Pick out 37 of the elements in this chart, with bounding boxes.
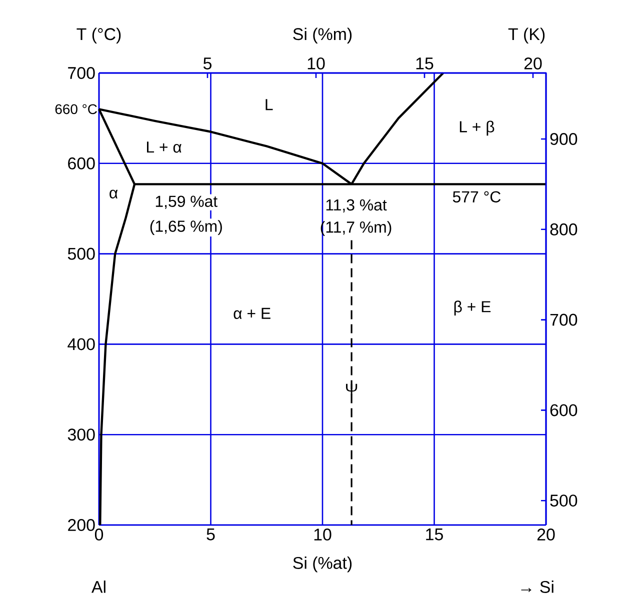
y-axis-title: T (°C) xyxy=(76,28,121,44)
x2-tick-label: 10 xyxy=(308,57,325,70)
y-tick-label: 500 xyxy=(68,248,95,260)
annotation: 577 °C xyxy=(452,191,501,202)
annotation: L xyxy=(266,99,273,110)
text: → Si xyxy=(521,580,554,593)
annotation: 1,59 %at xyxy=(156,196,218,209)
x-axis-title: Si (%at) xyxy=(293,556,352,572)
text: Al xyxy=(92,580,106,593)
annotation: α xyxy=(110,190,118,199)
y2-tick-label: 500 xyxy=(550,494,578,507)
y2-axis-title: T (K) xyxy=(508,28,545,44)
y-tick-label: 600 xyxy=(68,157,95,170)
x-tick-label: 10 xyxy=(314,528,332,541)
y2-tick-label: 900 xyxy=(550,132,578,145)
y-tick-label: 400 xyxy=(68,338,95,350)
x2-tick-label: 20 xyxy=(524,57,542,70)
annotation: L + α xyxy=(147,142,182,153)
x2-axis-title: Si (%m) xyxy=(293,28,352,44)
x-tick-label: 20 xyxy=(537,528,555,541)
y-tick-label: 300 xyxy=(68,428,95,441)
y2-tick-label: 700 xyxy=(550,314,578,326)
annotation: β + E xyxy=(454,300,491,316)
x-tick-label: 15 xyxy=(426,528,443,540)
y2-tick-label: 800 xyxy=(550,223,578,236)
x2-tick-label: 5 xyxy=(203,58,212,70)
y-tick-label: 700 xyxy=(68,67,95,79)
x-tick-label: 0 xyxy=(94,528,104,541)
annotation: (1,65 %m) xyxy=(150,220,222,236)
annotation: L + β xyxy=(460,120,494,136)
y-tick-label: 660 °C xyxy=(55,104,97,114)
x-tick-label: 5 xyxy=(206,528,215,540)
x2-tick-label: 15 xyxy=(416,58,434,70)
y2-tick-label: 600 xyxy=(550,404,578,416)
annotation: α + E xyxy=(234,308,270,320)
y-tick-label: 200 xyxy=(68,519,95,531)
annotation: 11,3 %at xyxy=(326,199,387,212)
